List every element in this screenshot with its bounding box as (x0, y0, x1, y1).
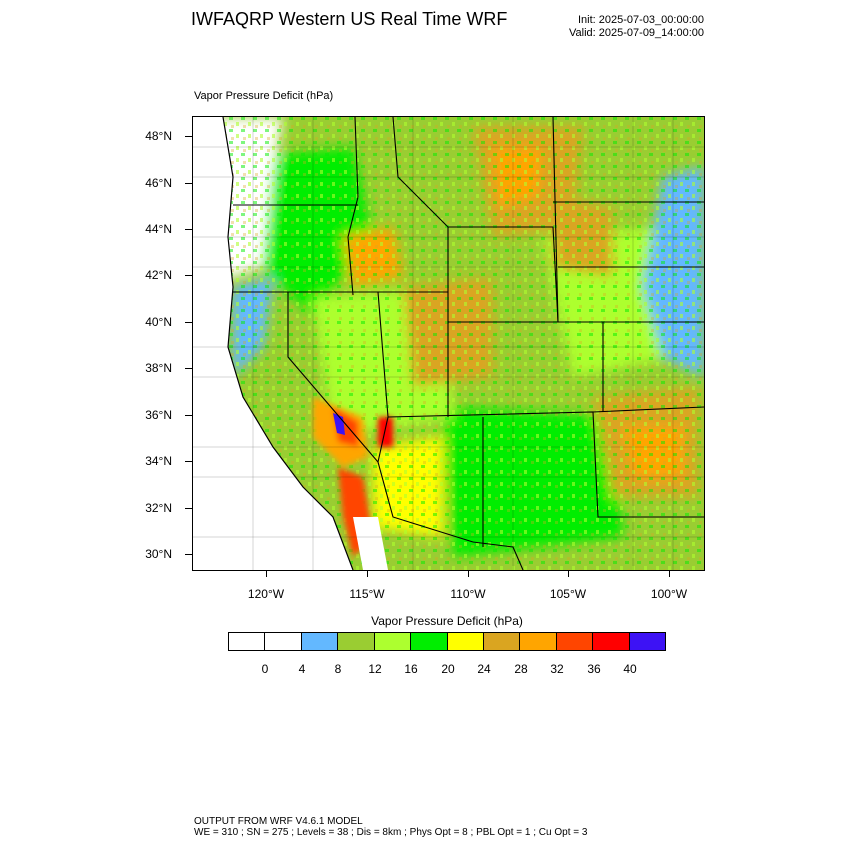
colorbar-level-label: 36 (587, 662, 601, 676)
lon-tick (568, 570, 569, 577)
lat-label: 36°N (145, 408, 172, 422)
lon-tick (468, 570, 469, 577)
lat-label: 42°N (145, 268, 172, 282)
lon-label: 100°W (650, 587, 688, 601)
colorbar-swatch (593, 633, 630, 650)
colorbar-swatch (556, 633, 594, 650)
colorbar-level-label: 28 (514, 662, 528, 676)
colorbar-level-label: 4 (298, 662, 306, 676)
model-info-line-2: WE = 310 ; SN = 275 ; Levels = 38 ; Dis … (194, 827, 588, 838)
colorbar-level-label: 24 (477, 662, 491, 676)
colorbar-swatch (301, 633, 339, 650)
lat-label: 46°N (145, 176, 172, 190)
colorbar-title: Vapor Pressure Deficit (hPa) (371, 614, 523, 628)
lon-label: 105°W (549, 587, 587, 601)
colorbar-swatch (411, 633, 448, 650)
colorbar-swatch (629, 633, 666, 650)
lat-tick (185, 368, 192, 369)
colorbar-swatch (374, 633, 412, 650)
init-time: Init: 2025-07-03_00:00:00 (578, 14, 704, 26)
lat-tick (185, 183, 192, 184)
lat-label: 38°N (145, 361, 172, 375)
lon-label: 110°W (450, 587, 486, 601)
lon-label: 120°W (247, 587, 285, 601)
colorbar-swatch (483, 633, 521, 650)
colorbar-level-label: 32 (550, 662, 564, 676)
colorbar-swatch (338, 633, 375, 650)
vpd-map-canvas (193, 117, 704, 570)
vpd-map (192, 116, 705, 571)
field-label: Vapor Pressure Deficit (hPa) (194, 90, 334, 102)
model-info-line-1: OUTPUT FROM WRF V4.6.1 MODEL (194, 816, 363, 827)
colorbar-level-label: 0 (261, 662, 269, 676)
lat-label: 30°N (145, 547, 172, 561)
lat-label: 44°N (145, 222, 172, 236)
lat-label: 48°N (145, 129, 172, 143)
colorbar-swatch (265, 633, 302, 650)
lat-label: 40°N (145, 315, 172, 329)
page-title: IWFAQRP Western US Real Time WRF (191, 9, 508, 29)
lat-tick (185, 461, 192, 462)
lat-tick (185, 229, 192, 230)
lon-tick (669, 570, 670, 577)
colorbar-swatch (520, 633, 557, 650)
colorbar-level-label: 8 (334, 662, 342, 676)
lon-tick (367, 570, 368, 577)
lat-tick (185, 136, 192, 137)
lat-label: 32°N (145, 501, 172, 515)
lat-label: 34°N (145, 454, 172, 468)
colorbar-level-label: 20 (441, 662, 455, 676)
lat-tick (185, 554, 192, 555)
colorbar-level-label: 40 (623, 662, 637, 676)
colorbar (228, 632, 666, 651)
lat-tick (185, 508, 192, 509)
lon-label: 115°W (349, 587, 385, 601)
lat-tick (185, 275, 192, 276)
colorbar-level-label: 12 (368, 662, 382, 676)
colorbar-level-label: 16 (404, 662, 418, 676)
colorbar-swatch (447, 633, 484, 650)
valid-time: Valid: 2025-07-09_14:00:00 (569, 27, 704, 39)
lat-tick (185, 322, 192, 323)
lat-tick (185, 415, 192, 416)
lon-tick (266, 570, 267, 577)
colorbar-swatch (229, 633, 266, 650)
